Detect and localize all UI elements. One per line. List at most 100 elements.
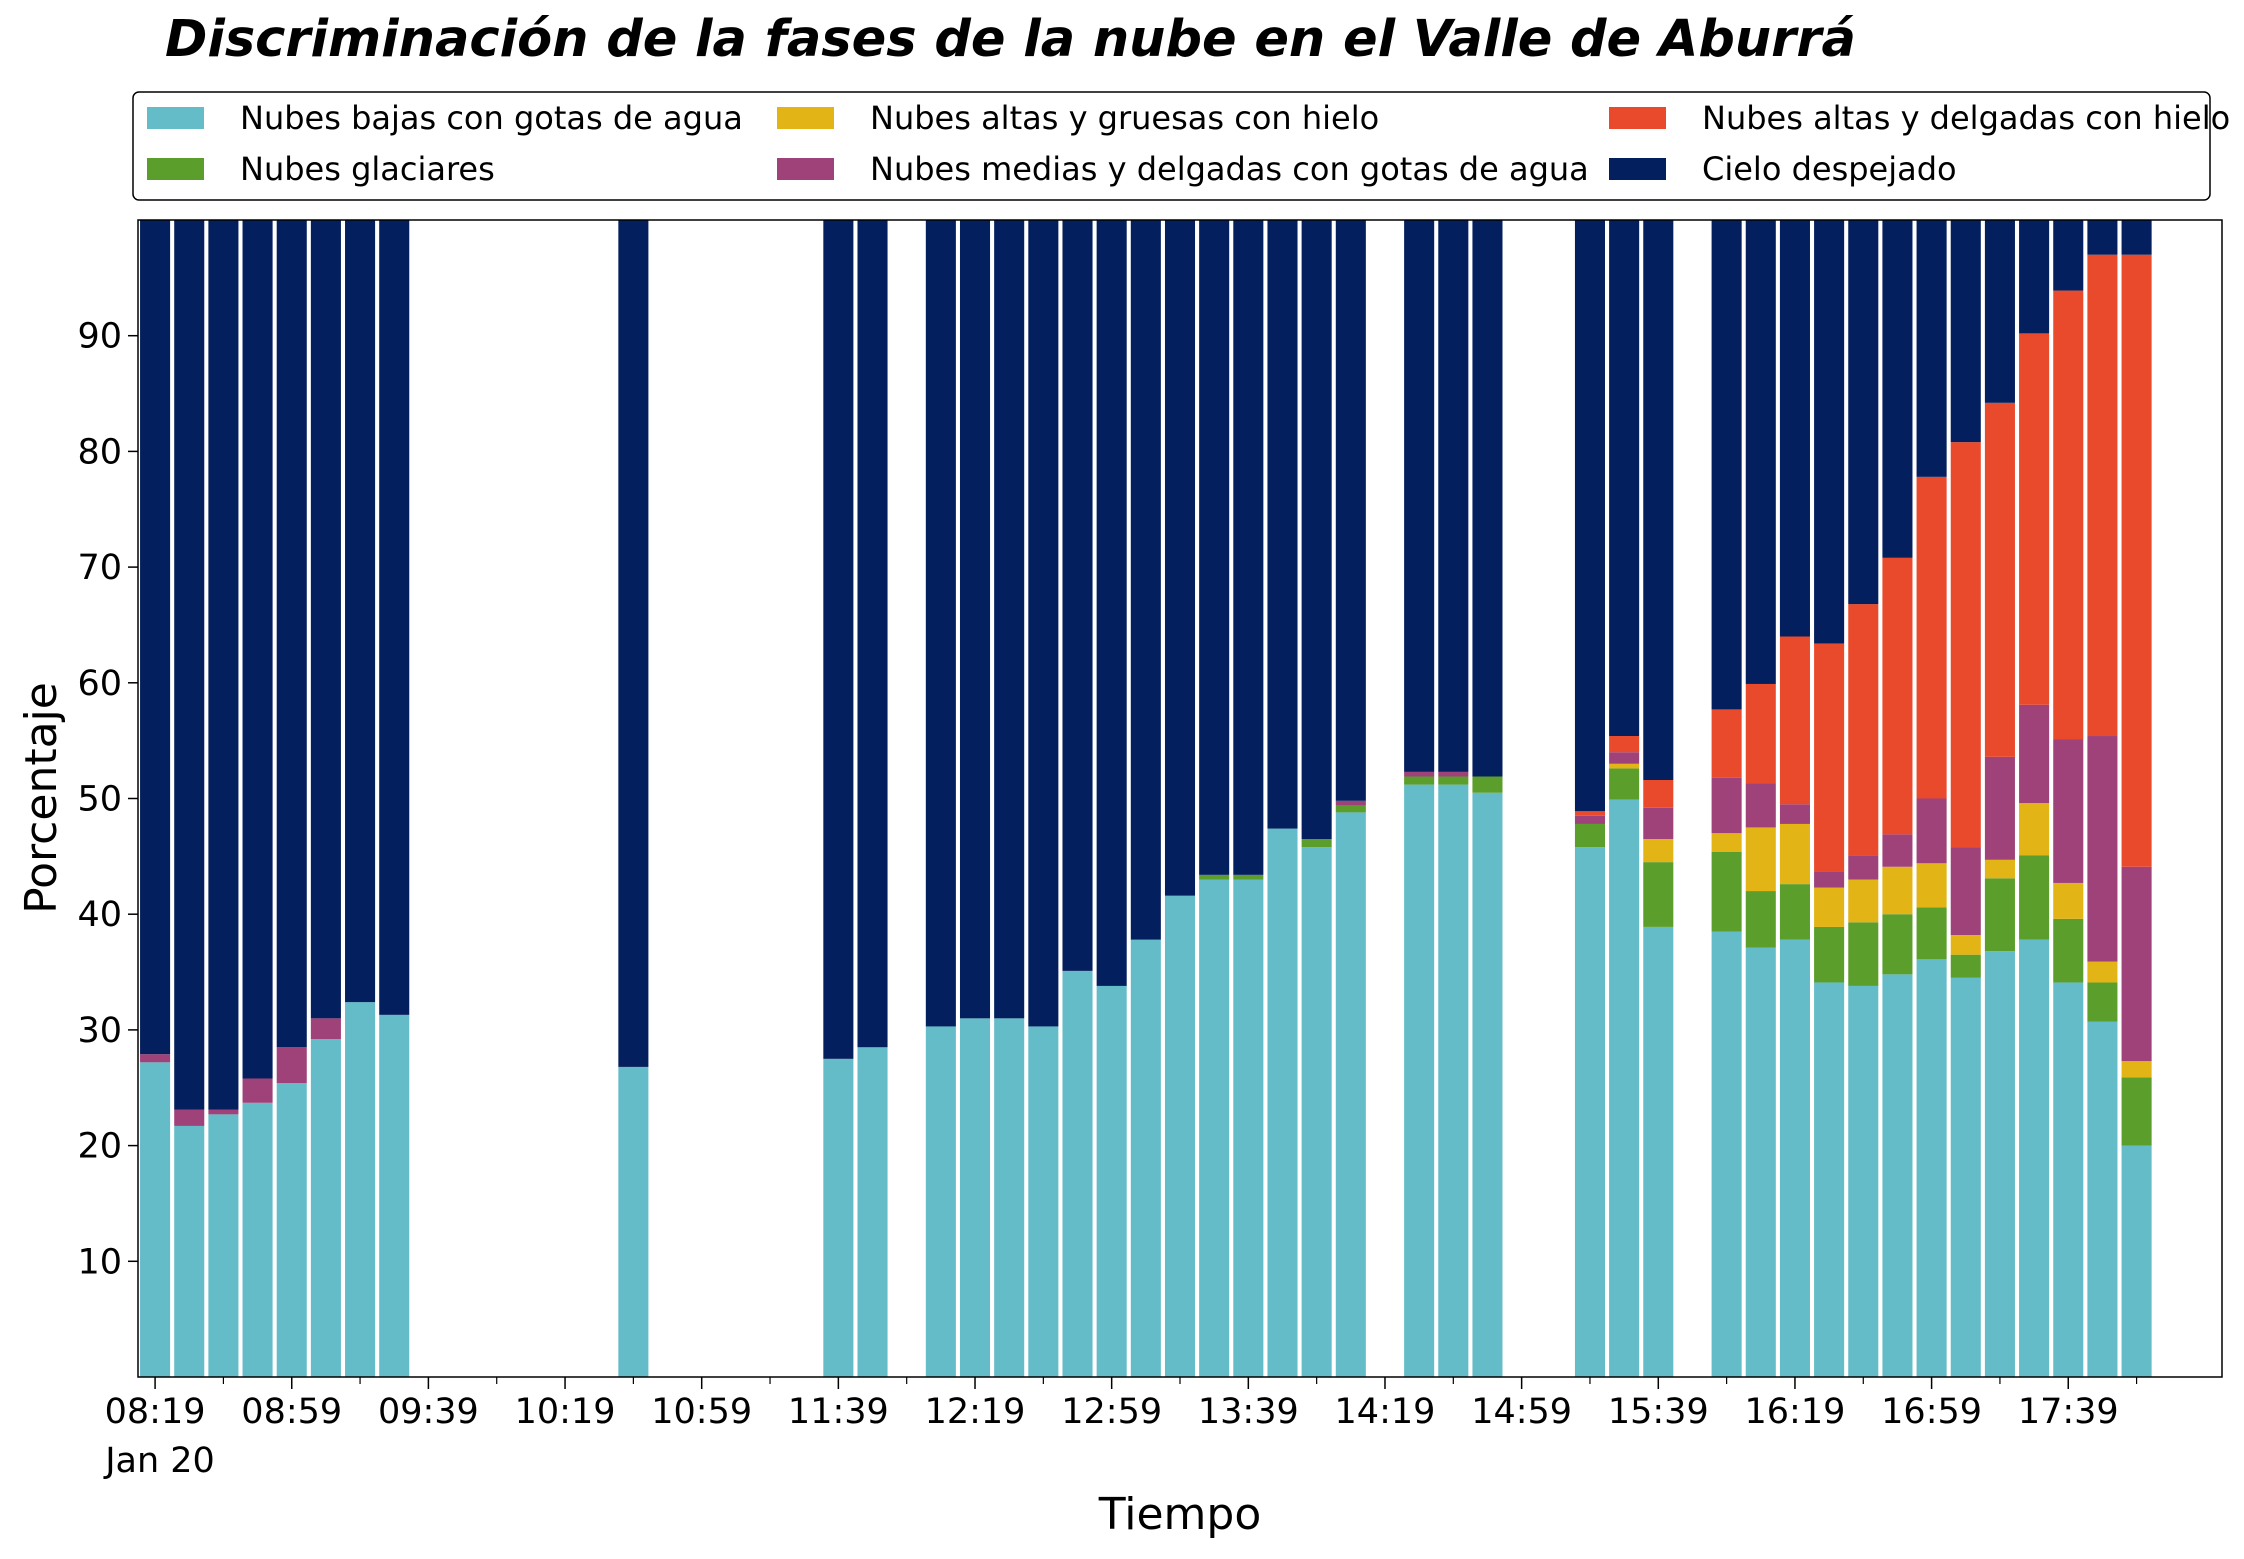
- bar-segment-35-2: [1882, 866, 1913, 915]
- legend-items: Nubes bajas con gotas de agua Nubes glaci…: [147, 99, 2230, 188]
- bar-segment-42-0: [2121, 1145, 2152, 1377]
- x-tick-label-7: 12:59: [1061, 1392, 1162, 1432]
- bar-segment-0-0: [140, 1062, 171, 1377]
- bar-segment-27-1: [1574, 823, 1605, 848]
- bar-segment-38-3: [1984, 756, 2015, 860]
- legend-frame: [132, 91, 2211, 201]
- y-tick-label-0: 10: [77, 1242, 122, 1282]
- bar-segment-35-3: [1882, 834, 1913, 867]
- x-tick-label-3: 10:19: [515, 1392, 616, 1432]
- bar-segment-0-3: [140, 1054, 171, 1063]
- y-tick-label-3: 40: [77, 895, 122, 935]
- y-axis: 10 20 30 40 50 60 70 80 90: [77, 317, 138, 1282]
- bar-segment-30-0: [1711, 931, 1742, 1377]
- bar-segment-32-2: [1779, 823, 1810, 885]
- bar-segment-20-0: [1233, 879, 1264, 1377]
- bar-segment-30-5: [1711, 220, 1742, 710]
- bar-segment-27-5: [1574, 220, 1605, 812]
- bar-segment-4-0: [276, 1083, 307, 1377]
- bar-segment-16-5: [1096, 220, 1127, 986]
- x-tick-label-11: 15:39: [1608, 1392, 1709, 1432]
- bar-segment-38-5: [1984, 220, 2015, 403]
- bars-layer: [140, 220, 2152, 1377]
- legend-swatch-4: [1609, 107, 1666, 129]
- bar-segment-24-3: [1404, 771, 1435, 777]
- bar-segment-42-4: [2121, 254, 2152, 867]
- bar-segment-31-4: [1745, 683, 1776, 784]
- bar-segment-22-0: [1301, 847, 1332, 1377]
- legend-label-5: Cielo despejado: [1702, 150, 1957, 188]
- x-tick-label-14: 17:39: [2018, 1392, 2119, 1432]
- bar-segment-33-4: [1814, 643, 1845, 872]
- bar-segment-29-1: [1643, 862, 1674, 927]
- bar-segment-37-2: [1950, 935, 1981, 955]
- bar-segment-29-4: [1643, 779, 1674, 808]
- bar-segment-9-0: [823, 1058, 854, 1377]
- bar-segment-24-1: [1404, 776, 1435, 785]
- bar-segment-13-5: [994, 220, 1025, 1019]
- x-tick-label-5: 11:39: [788, 1392, 889, 1432]
- bar-segment-29-2: [1643, 839, 1674, 863]
- bar-segment-26-1: [1472, 776, 1503, 793]
- x-tick-label-4: 10:59: [651, 1392, 752, 1432]
- bar-segment-8-0: [618, 1066, 649, 1377]
- bar-segment-42-3: [2121, 866, 2152, 1062]
- bar-segment-34-4: [1848, 604, 1879, 856]
- bar-segment-33-1: [1814, 926, 1845, 983]
- bar-segment-37-3: [1950, 847, 1981, 936]
- x-tick-label-0: 08:19: [105, 1392, 206, 1432]
- bar-segment-25-0: [1438, 784, 1469, 1377]
- bar-segment-36-0: [1916, 959, 1947, 1377]
- bar-segment-40-1: [2053, 918, 2084, 983]
- bar-segment-27-4: [1574, 811, 1605, 816]
- bar-segment-27-0: [1574, 847, 1605, 1377]
- legend-swatch-1: [147, 158, 204, 180]
- bar-segment-14-0: [1028, 1026, 1059, 1377]
- bar-segment-18-5: [1164, 220, 1196, 896]
- bar-segment-11-5: [925, 220, 956, 1027]
- bar-segment-33-5: [1814, 220, 1845, 644]
- bar-segment-28-3: [1609, 752, 1640, 764]
- bar-segment-25-5: [1438, 220, 1469, 772]
- bar-segment-32-0: [1779, 939, 1810, 1377]
- bar-segment-3-0: [242, 1102, 273, 1377]
- bar-segment-23-5: [1335, 220, 1366, 801]
- legend-swatch-3: [777, 158, 834, 180]
- bar-segment-5-5: [310, 220, 341, 1019]
- bar-segment-40-2: [2053, 882, 2084, 919]
- bar-segment-30-4: [1711, 709, 1742, 778]
- bar-segment-39-5: [2019, 220, 2050, 334]
- bar-segment-36-5: [1916, 220, 1947, 477]
- bar-segment-28-5: [1609, 220, 1640, 737]
- bar-segment-31-5: [1745, 220, 1776, 684]
- x-tick-label-8: 13:39: [1198, 1392, 1299, 1432]
- bar-segment-24-5: [1404, 220, 1435, 772]
- x-tick-label-9: 14:19: [1335, 1392, 1436, 1432]
- bar-segment-41-2: [2087, 961, 2118, 983]
- bar-segment-32-4: [1779, 636, 1810, 805]
- bar-segment-19-1: [1199, 874, 1230, 880]
- bar-segment-19-0: [1199, 879, 1230, 1377]
- bar-segment-19-5: [1199, 220, 1230, 875]
- bar-segment-37-4: [1950, 442, 1981, 848]
- y-tick-label-1: 20: [77, 1127, 122, 1167]
- bar-segment-5-3: [310, 1018, 341, 1040]
- bar-segment-3-3: [242, 1078, 273, 1103]
- bar-segment-10-5: [857, 220, 888, 1048]
- bar-segment-36-1: [1916, 907, 1947, 960]
- bar-segment-29-5: [1643, 220, 1674, 780]
- bar-segment-39-0: [2019, 939, 2050, 1377]
- bar-segment-1-5: [174, 220, 205, 1110]
- legend: Nubes bajas con gotas de agua Nubes glaci…: [132, 91, 2230, 201]
- bar-segment-35-5: [1882, 220, 1913, 558]
- bar-segment-13-0: [994, 1018, 1025, 1377]
- x-tick-label-2: 09:39: [378, 1392, 479, 1432]
- bar-segment-41-0: [2087, 1021, 2118, 1377]
- bar-segment-34-3: [1848, 855, 1879, 880]
- bar-segment-26-5: [1472, 220, 1503, 777]
- bar-segment-9-5: [823, 220, 854, 1059]
- bar-segment-15-5: [1062, 220, 1093, 971]
- y-tick-label-6: 70: [77, 548, 122, 588]
- legend-label-0: Nubes bajas con gotas de agua: [240, 99, 743, 137]
- legend-label-3: Nubes medias y delgadas con gotas de agu…: [870, 150, 1589, 188]
